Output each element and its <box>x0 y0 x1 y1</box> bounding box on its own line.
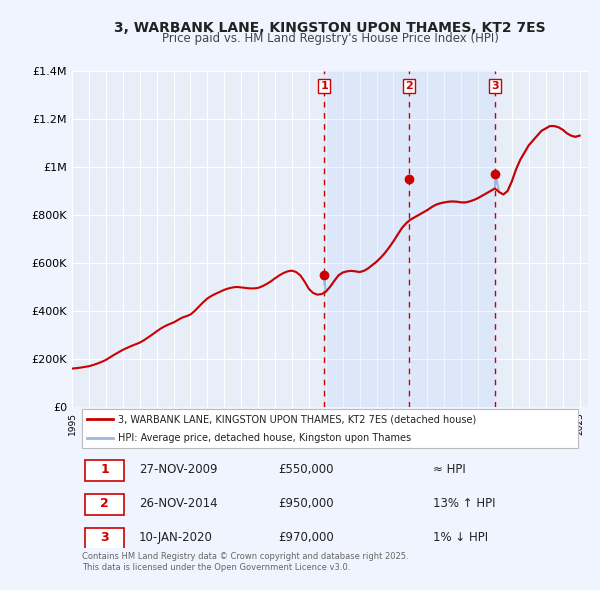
Text: £550,000: £550,000 <box>278 463 334 476</box>
FancyBboxPatch shape <box>85 494 124 515</box>
Text: 3, WARBANK LANE, KINGSTON UPON THAMES, KT2 7ES: 3, WARBANK LANE, KINGSTON UPON THAMES, K… <box>114 21 546 35</box>
Text: 27-NOV-2009: 27-NOV-2009 <box>139 463 218 476</box>
Text: Contains HM Land Registry data © Crown copyright and database right 2025.
This d: Contains HM Land Registry data © Crown c… <box>82 552 409 572</box>
Bar <box>324 71 409 407</box>
Text: £970,000: £970,000 <box>278 532 334 545</box>
Bar <box>409 71 496 407</box>
Text: 13% ↑ HPI: 13% ↑ HPI <box>433 497 496 510</box>
Text: 26-NOV-2014: 26-NOV-2014 <box>139 497 218 510</box>
Text: 3, WARBANK LANE, KINGSTON UPON THAMES, KT2 7ES (detached house): 3, WARBANK LANE, KINGSTON UPON THAMES, K… <box>118 414 476 424</box>
Text: 3: 3 <box>491 81 499 91</box>
Text: HPI: Average price, detached house, Kingston upon Thames: HPI: Average price, detached house, King… <box>118 433 412 443</box>
Text: 1: 1 <box>320 81 328 91</box>
Text: 10-JAN-2020: 10-JAN-2020 <box>139 532 213 545</box>
FancyBboxPatch shape <box>82 409 578 448</box>
Text: 1% ↓ HPI: 1% ↓ HPI <box>433 532 488 545</box>
FancyBboxPatch shape <box>85 528 124 550</box>
Text: ≈ HPI: ≈ HPI <box>433 463 466 476</box>
Text: 2: 2 <box>405 81 413 91</box>
FancyBboxPatch shape <box>85 460 124 481</box>
Text: 2: 2 <box>100 497 109 510</box>
Text: 1: 1 <box>100 463 109 476</box>
Text: Price paid vs. HM Land Registry's House Price Index (HPI): Price paid vs. HM Land Registry's House … <box>161 32 499 45</box>
Text: 3: 3 <box>100 532 109 545</box>
Text: £950,000: £950,000 <box>278 497 334 510</box>
